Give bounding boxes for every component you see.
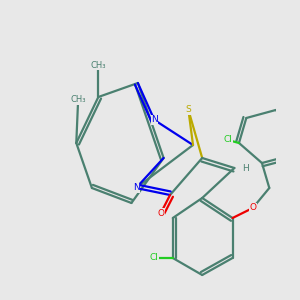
Text: Cl: Cl	[150, 254, 159, 262]
Text: CH₃: CH₃	[70, 95, 86, 104]
Text: H: H	[242, 164, 249, 172]
Text: O: O	[157, 208, 164, 217]
Text: CH₃: CH₃	[91, 61, 106, 70]
Text: N: N	[151, 116, 158, 124]
Text: O: O	[249, 203, 256, 212]
Text: N: N	[133, 184, 140, 193]
Text: Cl: Cl	[224, 136, 232, 145]
Text: S: S	[185, 106, 191, 115]
Text: F: F	[299, 160, 300, 169]
